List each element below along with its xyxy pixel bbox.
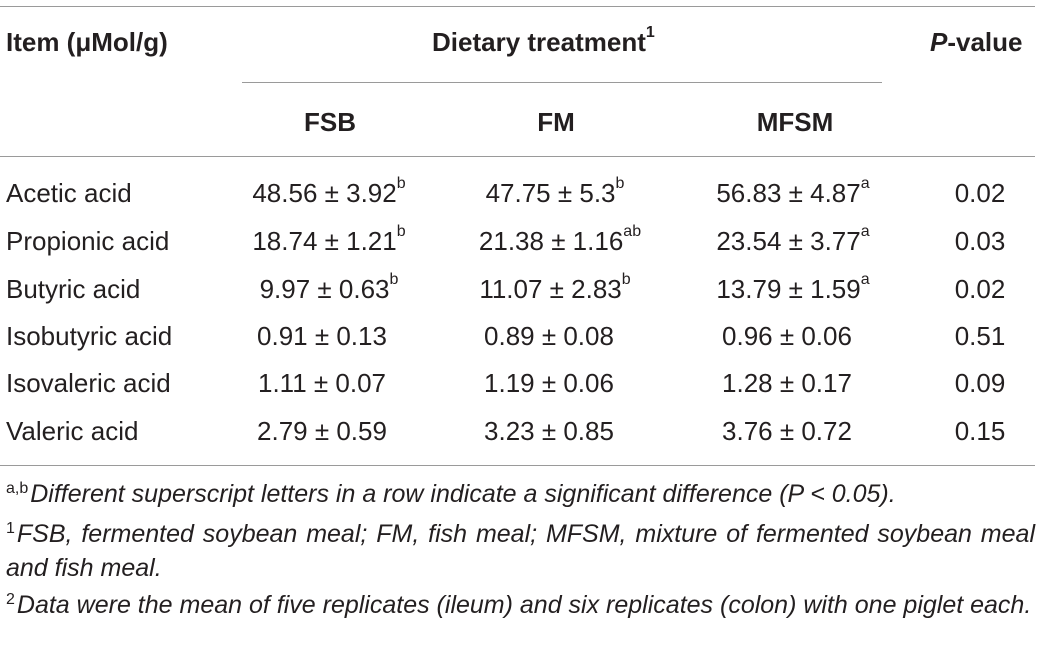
p-value: 0.02 (954, 274, 1006, 304)
row-item: Acetic acid (6, 178, 132, 208)
mfsm-value: 3.76 ± 0.72 (722, 416, 852, 446)
p-value: 0.03 (954, 226, 1006, 256)
fm-value: 1.19 ± 0.06 (484, 368, 614, 398)
group-header-fm: FM (537, 107, 575, 137)
header-bottom-rule (0, 156, 1035, 157)
top-rule (0, 6, 1035, 7)
footnote-abbreviations: 1FSB, fermented soybean meal; FM, fish m… (6, 519, 1035, 584)
fsb-value: 2.79 ± 0.59 (257, 416, 387, 446)
footnote-mark: 1 (6, 520, 15, 537)
p-value: 0.02 (954, 178, 1006, 208)
mfsm-value: 0.96 ± 0.06 (722, 321, 852, 351)
p-value: 0.15 (954, 416, 1006, 446)
fm-value: 3.23 ± 0.85 (484, 416, 614, 446)
treatment-footnote-mark: 1 (645, 24, 655, 42)
mfsm-value: 23.54 ± 3.77a (716, 223, 870, 256)
footnote-mark: 2 (6, 591, 15, 608)
footnote-text: FSB, fermented soybean meal; FM, fish me… (6, 520, 1035, 582)
p-value: 0.09 (954, 368, 1006, 398)
item-header-text: Item (μMol/g) (6, 27, 168, 57)
mfsm-value: 13.79 ± 1.59a (716, 271, 870, 304)
row-item: Valeric acid (6, 416, 139, 446)
treatment-rule (242, 82, 882, 83)
fm-value: 0.89 ± 0.08 (484, 321, 614, 351)
p-value-rest: -value (947, 27, 1023, 57)
mfsm-value: 56.83 ± 4.87a (716, 175, 870, 208)
fsb-value: 18.74 ± 1.21b (252, 223, 406, 256)
p-italic: P (930, 27, 948, 57)
p-value: 0.51 (954, 321, 1006, 351)
footnote-replicates: 2Data were the mean of five replicates (… (6, 590, 1035, 624)
fm-value: 47.75 ± 5.3b (485, 175, 625, 208)
footnote-text: Different superscript letters in a row i… (30, 480, 896, 508)
item-column-header: Item (μMol/g) (6, 27, 168, 57)
fm-value: 21.38 ± 1.16ab (478, 223, 642, 256)
fsb-value: 9.97 ± 0.63b (259, 271, 399, 304)
table-bottom-rule (0, 465, 1035, 466)
footnote-text: Data were the mean of five replicates (i… (16, 591, 1032, 619)
row-item: Isobutyric acid (6, 321, 173, 351)
fsb-value: 48.56 ± 3.92b (252, 175, 406, 208)
treatment-header: Dietary treatment1 (432, 24, 655, 57)
fsb-value: 1.11 ± 0.07 (258, 368, 386, 398)
p-value-header: P-value (930, 27, 1023, 57)
row-item: Isovaleric acid (6, 368, 171, 398)
footnote-mark: a,b (6, 480, 29, 497)
mfsm-value: 1.28 ± 0.17 (722, 368, 852, 398)
row-item: Butyric acid (6, 274, 141, 304)
treatment-header-text: Dietary treatment (432, 27, 646, 57)
group-header-fsb: FSB (304, 107, 356, 137)
fm-value: 11.07 ± 2.83b (479, 271, 631, 304)
fsb-value: 0.91 ± 0.13 (257, 321, 387, 351)
row-item: Propionic acid (6, 226, 170, 256)
footnote-significance: a,bDifferent superscript letters in a ro… (6, 479, 1035, 513)
group-header-mfsm: MFSM (756, 107, 834, 137)
